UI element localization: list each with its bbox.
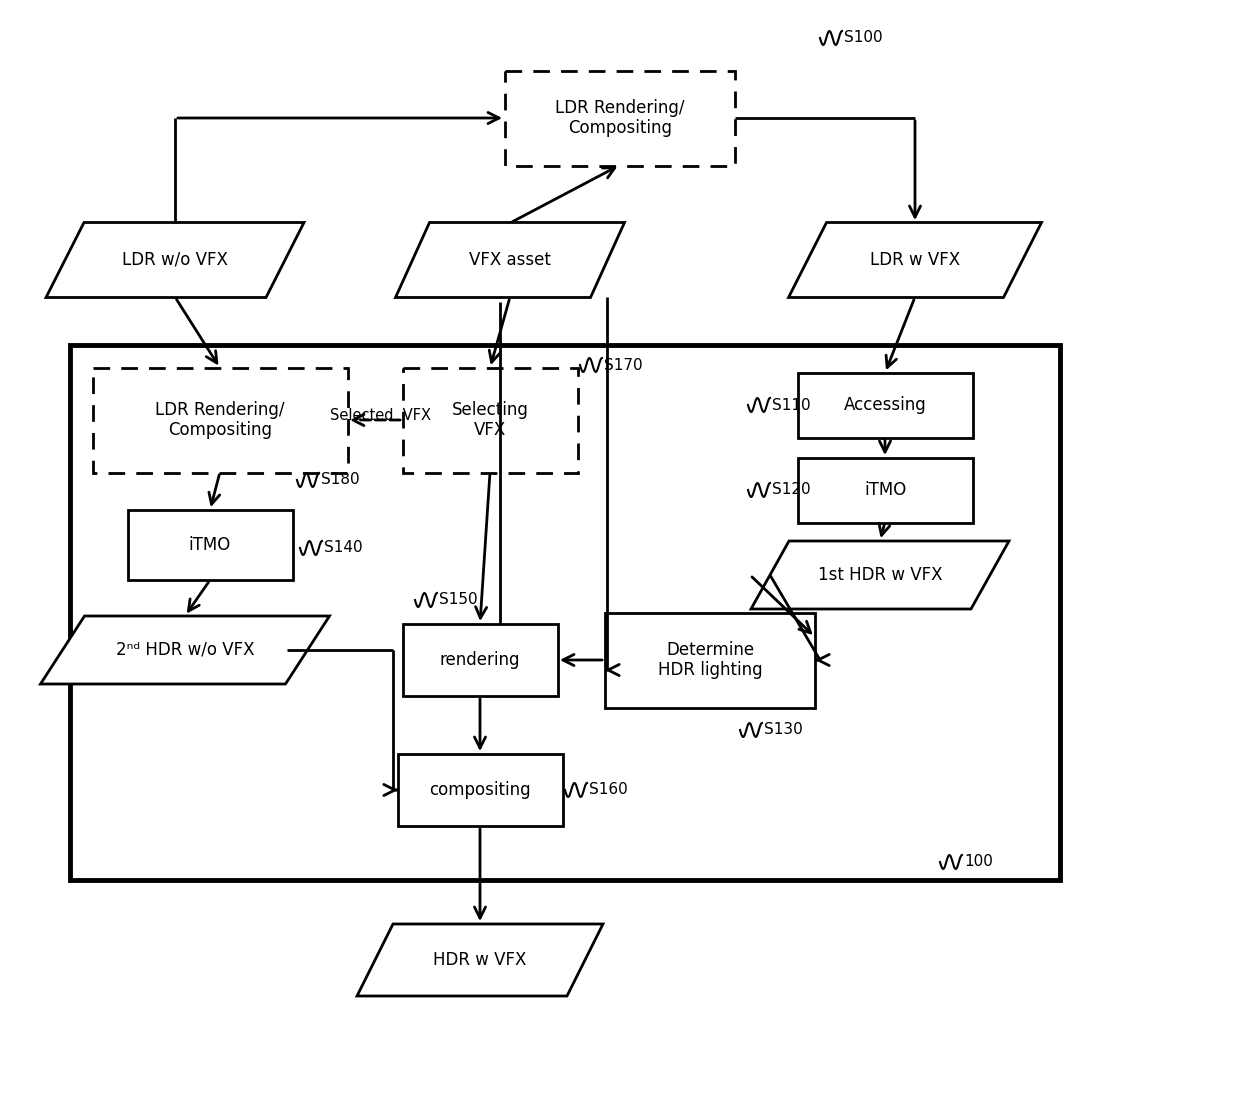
Bar [128, 510, 293, 580]
Text: iTMO: iTMO [188, 536, 231, 554]
Bar [505, 70, 735, 166]
Polygon shape [41, 617, 330, 684]
Text: LDR w VFX: LDR w VFX [870, 251, 960, 269]
Text: S150: S150 [439, 592, 477, 608]
Bar [403, 367, 578, 473]
Text: Accessing: Accessing [843, 396, 926, 414]
Text: LDR w/o VFX: LDR w/o VFX [122, 251, 228, 269]
Bar [398, 754, 563, 826]
Polygon shape [396, 222, 625, 298]
Polygon shape [789, 222, 1042, 298]
Text: VFX asset: VFX asset [469, 251, 551, 269]
Text: Selected  VFX: Selected VFX [330, 408, 430, 422]
Text: S110: S110 [773, 398, 811, 412]
Polygon shape [46, 222, 304, 298]
Text: S120: S120 [773, 482, 811, 498]
Polygon shape [751, 541, 1009, 609]
Text: S180: S180 [321, 473, 360, 488]
Polygon shape [357, 924, 603, 996]
Text: compositing: compositing [429, 781, 531, 799]
Text: S170: S170 [604, 357, 642, 373]
Text: S140: S140 [324, 541, 362, 555]
Text: S160: S160 [589, 782, 627, 798]
Bar [797, 457, 972, 522]
Text: rendering: rendering [440, 651, 521, 669]
Text: S130: S130 [764, 722, 802, 737]
Bar [69, 345, 1060, 880]
Bar [797, 373, 972, 437]
Bar [403, 624, 558, 696]
Text: Selecting
VFX: Selecting VFX [451, 401, 528, 440]
Text: LDR Rendering/
Compositing: LDR Rendering/ Compositing [155, 401, 285, 440]
Text: Determine
HDR lighting: Determine HDR lighting [657, 641, 763, 679]
Text: iTMO: iTMO [864, 481, 906, 499]
Text: 2ⁿᵈ HDR w/o VFX: 2ⁿᵈ HDR w/o VFX [115, 641, 254, 659]
Bar [605, 612, 815, 708]
Text: 1st HDR w VFX: 1st HDR w VFX [817, 566, 942, 584]
Text: S100: S100 [844, 31, 883, 45]
Text: LDR Rendering/
Compositing: LDR Rendering/ Compositing [556, 99, 684, 137]
Bar [93, 367, 347, 473]
Text: HDR w VFX: HDR w VFX [433, 951, 527, 969]
Text: 100: 100 [963, 855, 993, 869]
